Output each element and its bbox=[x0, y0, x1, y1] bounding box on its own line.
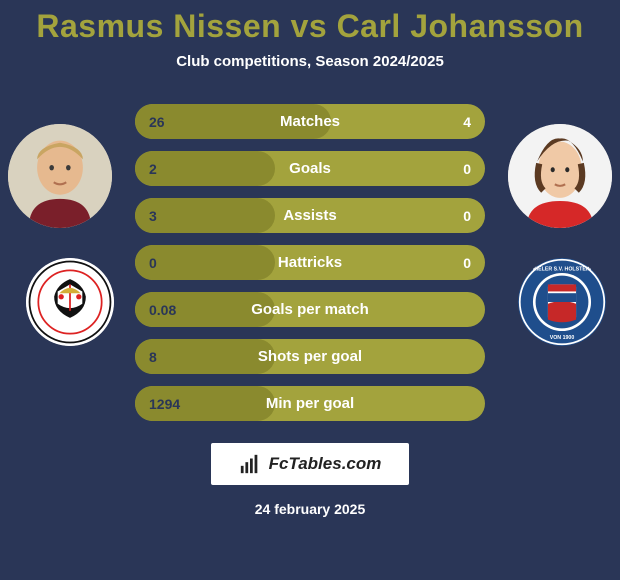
stat-label: Goals per match bbox=[251, 301, 369, 318]
stat-row: 2 Goals 0 bbox=[135, 151, 485, 186]
stat-right-value: 4 bbox=[463, 114, 471, 130]
brand-label: FcTables.com bbox=[269, 454, 382, 474]
page-title: Rasmus Nissen vs Carl Johansson bbox=[36, 8, 583, 45]
stat-left-value: 0 bbox=[149, 255, 157, 271]
stat-right-value: 0 bbox=[463, 208, 471, 224]
brand-logo-icon bbox=[239, 453, 261, 475]
stat-right-value: 0 bbox=[463, 255, 471, 271]
player-left-avatar bbox=[8, 124, 112, 228]
brand-badge: FcTables.com bbox=[211, 443, 410, 485]
stat-left-value: 0.08 bbox=[149, 302, 176, 318]
svg-text:KIELER S.V. HOLSTEIN: KIELER S.V. HOLSTEIN bbox=[533, 266, 592, 272]
stat-label: Goals bbox=[289, 160, 331, 177]
date-label: 24 february 2025 bbox=[255, 501, 366, 517]
stat-row: 8 Shots per goal bbox=[135, 339, 485, 374]
club-left-badge bbox=[26, 258, 114, 346]
stat-label: Hattricks bbox=[278, 254, 342, 271]
stat-row: 0 Hattricks 0 bbox=[135, 245, 485, 280]
stat-left-value: 26 bbox=[149, 114, 165, 130]
stat-label: Assists bbox=[283, 207, 336, 224]
comparison-card: Rasmus Nissen vs Carl Johansson Club com… bbox=[0, 0, 620, 580]
stat-row: 1294 Min per goal bbox=[135, 386, 485, 421]
stat-rows: 26 Matches 4 2 Goals 0 3 Assists 0 0 Hattricks 0 0.0… bbox=[135, 104, 485, 421]
stat-label: Shots per goal bbox=[258, 348, 362, 365]
subtitle: Club competitions, Season 2024/2025 bbox=[176, 53, 444, 70]
stat-label: Min per goal bbox=[266, 395, 354, 412]
stat-label: Matches bbox=[280, 113, 340, 130]
stat-right-value: 0 bbox=[463, 161, 471, 177]
stat-left-value: 3 bbox=[149, 208, 157, 224]
stat-left-value: 1294 bbox=[149, 396, 180, 412]
stat-row: 26 Matches 4 bbox=[135, 104, 485, 139]
stat-left-value: 8 bbox=[149, 349, 157, 365]
stat-left-value: 2 bbox=[149, 161, 157, 177]
player-right-avatar bbox=[508, 124, 612, 228]
club-right-badge: KIELER S.V. HOLSTEIN VON 1900 bbox=[518, 258, 606, 346]
stat-row: 3 Assists 0 bbox=[135, 198, 485, 233]
svg-text:VON 1900: VON 1900 bbox=[550, 335, 575, 341]
stat-row: 0.08 Goals per match bbox=[135, 292, 485, 327]
